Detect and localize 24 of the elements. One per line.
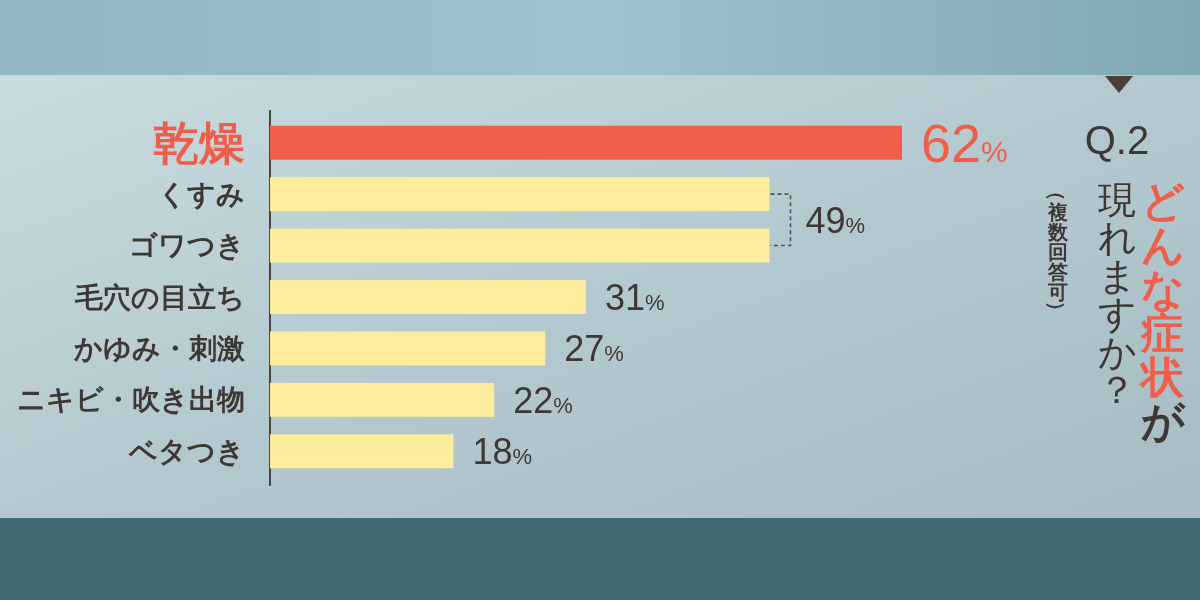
data-label: 18%: [472, 431, 533, 473]
data-label: 27%: [564, 328, 624, 370]
y-tick-label: 毛穴の目立ち: [74, 281, 245, 313]
y-tick-label: 乾燥: [153, 116, 245, 169]
text: どんな症状が: [1137, 176, 1186, 445]
y-tick-label: くすみ: [158, 178, 245, 210]
text: （複数回答可）: [1046, 181, 1069, 321]
bar: [270, 228, 770, 263]
y-tick-label: ゴワつき: [129, 230, 245, 262]
data-label: 22%: [513, 379, 573, 421]
bar: [270, 125, 902, 160]
y-tick-label: かゆみ・刺激: [73, 332, 246, 364]
bar: [270, 382, 495, 417]
text: Q.2: [1084, 118, 1150, 162]
data-label: 31%: [605, 276, 665, 318]
data-label: 62%: [921, 113, 1008, 174]
bar: [270, 331, 546, 366]
bar: [270, 280, 586, 314]
bar: [270, 177, 770, 212]
y-tick-label: ベタつき: [128, 435, 245, 467]
bar: [270, 434, 454, 469]
text: 現れますか？: [1098, 179, 1137, 412]
data-label: 49%: [805, 199, 866, 241]
y-tick-label: ニキビ・吹き出物: [17, 384, 245, 416]
